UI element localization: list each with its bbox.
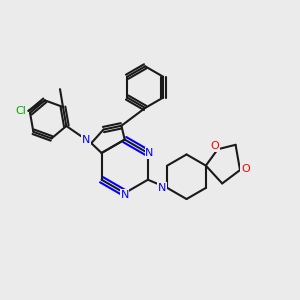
Text: O: O [241,164,250,174]
Text: N: N [82,135,90,145]
Text: N: N [145,148,154,158]
Text: N: N [121,190,129,200]
Text: O: O [210,141,219,151]
Text: Cl: Cl [16,106,26,116]
Text: N: N [158,183,166,193]
